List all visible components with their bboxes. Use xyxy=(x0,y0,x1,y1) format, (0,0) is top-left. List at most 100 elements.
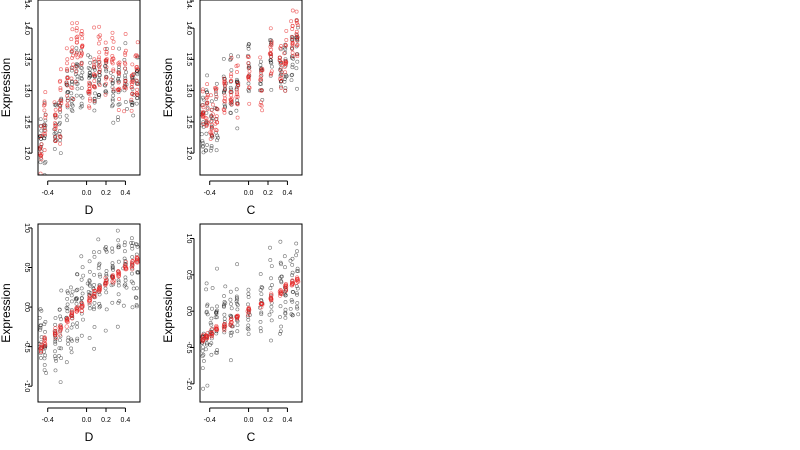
scatter-point xyxy=(70,55,75,60)
scatter-point xyxy=(209,352,214,357)
scatter-point xyxy=(104,247,108,252)
scatter-point xyxy=(74,69,78,74)
scatter-point xyxy=(42,101,47,105)
scatter-point xyxy=(42,136,47,141)
fitted-point xyxy=(92,291,97,297)
scatter-point xyxy=(269,39,274,44)
scatter-point xyxy=(116,238,121,243)
scatter-point xyxy=(117,65,121,69)
scatter-point xyxy=(87,278,92,283)
fitted-point xyxy=(222,324,228,329)
scatter-point xyxy=(92,108,97,113)
scatter-point xyxy=(269,318,274,323)
scatter-point xyxy=(64,113,69,118)
y-axis-label: Expression xyxy=(161,58,175,117)
scatter-point xyxy=(295,306,300,311)
fitted-point xyxy=(52,329,57,334)
scatter-point xyxy=(135,270,140,275)
scatter-point xyxy=(258,326,263,331)
fitted-point xyxy=(295,279,300,284)
scatter-point xyxy=(80,45,84,50)
scatter-point xyxy=(104,90,109,95)
scatter-point xyxy=(269,64,274,69)
scatter-point xyxy=(97,50,102,55)
y-tick-label: 13.5 xyxy=(185,53,192,67)
scatter-point xyxy=(294,9,299,14)
plot-area xyxy=(38,20,140,175)
scatter-point xyxy=(222,93,227,98)
scatter-point xyxy=(235,81,240,85)
scatter-point xyxy=(110,61,115,66)
scatter-point xyxy=(135,242,140,247)
scatter-point xyxy=(283,307,288,312)
scatter-point xyxy=(228,333,233,338)
scatter-point xyxy=(204,88,209,93)
scatter-point xyxy=(116,280,121,285)
scatter-point xyxy=(117,46,122,51)
scatter-point xyxy=(279,324,284,329)
plot-area xyxy=(38,228,140,385)
scatter-point xyxy=(74,40,79,45)
scatter-point xyxy=(204,124,209,128)
fitted-point xyxy=(103,282,108,288)
scatter-point xyxy=(97,62,102,67)
scatter-point xyxy=(201,352,206,357)
scatter-point xyxy=(75,77,80,82)
scatter-point xyxy=(75,287,80,292)
scatter-point xyxy=(58,86,63,91)
x-axis-label: D xyxy=(85,203,94,217)
fitted-point xyxy=(42,336,47,341)
scatter-point xyxy=(43,90,48,95)
fitted-point xyxy=(116,272,121,277)
scatter-point xyxy=(279,75,284,80)
scatter-point xyxy=(200,139,205,144)
scatter-point xyxy=(53,341,58,346)
y-axis-label: Expression xyxy=(161,283,175,342)
scatter-point xyxy=(66,90,71,94)
scatter-point xyxy=(259,77,263,82)
x-axis-label: D xyxy=(85,430,94,444)
fitted-point xyxy=(74,309,79,314)
scatter-point xyxy=(259,103,264,108)
scatter-point xyxy=(71,62,76,67)
scatter-point xyxy=(80,43,85,48)
scatter-point xyxy=(58,338,62,343)
scatter-point xyxy=(74,301,79,306)
scatter-point xyxy=(98,304,103,309)
scatter-point xyxy=(268,245,272,250)
fitted-point xyxy=(135,256,140,261)
y-tick-label: 1.0 xyxy=(185,234,192,244)
scatter-point xyxy=(78,105,83,110)
scatter-point xyxy=(290,273,295,278)
scatter-point xyxy=(59,96,64,101)
scatter-point xyxy=(295,38,300,43)
scatter-point xyxy=(58,380,63,385)
scatter-point xyxy=(235,70,239,74)
scatter-point xyxy=(69,350,74,355)
scatter-point xyxy=(210,306,214,311)
scatter-point xyxy=(88,96,93,101)
scatter-point xyxy=(116,118,120,122)
scatter-point xyxy=(91,84,96,89)
scatter-point xyxy=(41,132,46,137)
scatter-point xyxy=(104,58,109,63)
fitted-point xyxy=(110,273,115,278)
scatter-point xyxy=(290,46,295,51)
y-axis-label: Expression xyxy=(0,283,13,342)
scatter-point xyxy=(124,285,129,290)
scatter-point xyxy=(278,331,283,336)
scatter-point xyxy=(57,346,62,351)
scatter-point xyxy=(43,128,48,133)
scatter-point xyxy=(116,283,121,288)
scatter-point xyxy=(277,55,282,60)
scatter-point xyxy=(54,113,58,118)
scatter-point xyxy=(92,57,97,62)
scatter-point xyxy=(294,32,299,36)
scatter-point xyxy=(65,302,70,307)
scatter-point xyxy=(289,19,294,24)
scatter-point xyxy=(223,284,228,289)
scatter-point xyxy=(200,87,205,92)
scatter-point xyxy=(246,55,251,59)
scatter-point xyxy=(104,272,109,277)
scatter-point xyxy=(201,105,206,110)
